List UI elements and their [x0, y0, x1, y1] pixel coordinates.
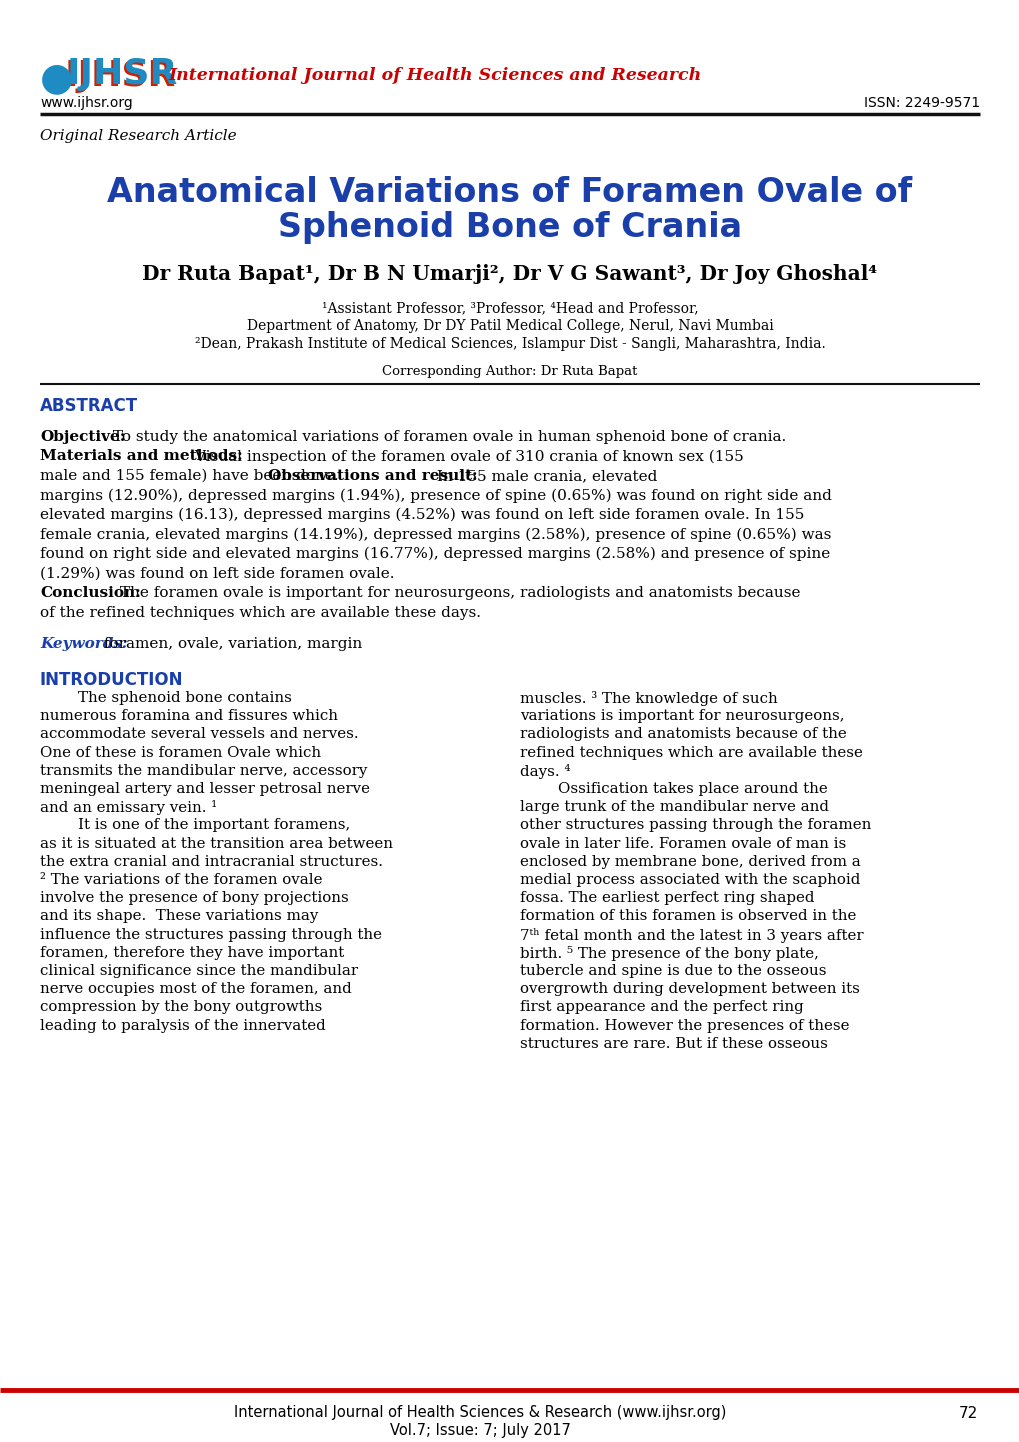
- Text: margins (12.90%), depressed margins (1.94%), presence of spine (0.65%) was found: margins (12.90%), depressed margins (1.9…: [40, 489, 832, 503]
- Text: and its shape.  These variations may: and its shape. These variations may: [40, 910, 318, 923]
- Text: the extra cranial and intracranial structures.: the extra cranial and intracranial struc…: [40, 855, 382, 868]
- Text: tubercle and spine is due to the osseous: tubercle and spine is due to the osseous: [520, 965, 825, 978]
- Text: Conclusion:: Conclusion:: [40, 585, 141, 600]
- Text: Objective:: Objective:: [40, 430, 125, 444]
- Text: To study the anatomical variations of foramen ovale in human sphenoid bone of cr: To study the anatomical variations of fo…: [108, 430, 786, 444]
- Text: as it is situated at the transition area between: as it is situated at the transition area…: [40, 836, 392, 851]
- Text: Visual inspection of the foramen ovale of 310 crania of known sex (155: Visual inspection of the foramen ovale o…: [190, 450, 743, 464]
- Text: meningeal artery and lesser petrosal nerve: meningeal artery and lesser petrosal ner…: [40, 782, 370, 796]
- Text: ovale in later life. Foramen ovale of man is: ovale in later life. Foramen ovale of ma…: [520, 836, 846, 851]
- Text: elevated margins (16.13), depressed margins (4.52%) was found on left side foram: elevated margins (16.13), depressed marg…: [40, 508, 804, 522]
- Text: INTRODUCTION: INTRODUCTION: [40, 671, 183, 689]
- Text: Dr Ruta Bapat¹, Dr B N Umarji², Dr V G Sawant³, Dr Joy Ghoshal⁴: Dr Ruta Bapat¹, Dr B N Umarji², Dr V G S…: [143, 264, 876, 284]
- Text: Ossification takes place around the: Ossification takes place around the: [520, 782, 827, 796]
- Text: IJHSR: IJHSR: [67, 58, 178, 91]
- Text: transmits the mandibular nerve, accessory: transmits the mandibular nerve, accessor…: [40, 764, 367, 777]
- Text: ² The variations of the foramen ovale: ² The variations of the foramen ovale: [40, 872, 322, 887]
- Text: enclosed by membrane bone, derived from a: enclosed by membrane bone, derived from …: [520, 855, 860, 868]
- Text: International Journal of Health Sciences & Research (www.ijhsr.org): International Journal of Health Sciences…: [233, 1406, 726, 1420]
- Text: The foramen ovale is important for neurosurgeons, radiologists and anatomists be: The foramen ovale is important for neuro…: [115, 585, 800, 600]
- Text: clinical significance since the mandibular: clinical significance since the mandibul…: [40, 965, 358, 978]
- Text: Observations and result:: Observations and result:: [268, 469, 477, 483]
- Text: ●: ●: [40, 59, 73, 97]
- Text: medial process associated with the scaphoid: medial process associated with the scaph…: [520, 872, 860, 887]
- Text: variations is important for neurosurgeons,: variations is important for neurosurgeon…: [520, 709, 844, 724]
- Text: first appearance and the perfect ring: first appearance and the perfect ring: [520, 1001, 803, 1014]
- Text: of the refined techniques which are available these days.: of the refined techniques which are avai…: [40, 606, 481, 620]
- Text: accommodate several vessels and nerves.: accommodate several vessels and nerves.: [40, 727, 359, 741]
- Text: male and 155 female) have been done.: male and 155 female) have been done.: [40, 469, 343, 483]
- Text: foramen, ovale, variation, margin: foramen, ovale, variation, margin: [99, 637, 363, 650]
- Text: leading to paralysis of the innervated: leading to paralysis of the innervated: [40, 1018, 325, 1032]
- Text: In 155 male crania, elevated: In 155 male crania, elevated: [431, 469, 656, 483]
- Text: Keywords:: Keywords:: [40, 637, 127, 650]
- Text: compression by the bony outgrowths: compression by the bony outgrowths: [40, 1001, 322, 1014]
- Text: other structures passing through the foramen: other structures passing through the for…: [520, 819, 870, 832]
- Text: The sphenoid bone contains: The sphenoid bone contains: [40, 691, 291, 705]
- Text: influence the structures passing through the: influence the structures passing through…: [40, 927, 382, 942]
- Text: overgrowth during development between its: overgrowth during development between it…: [520, 982, 859, 996]
- Text: IJHSR: IJHSR: [65, 59, 176, 92]
- Text: days. ⁴: days. ⁴: [520, 764, 570, 779]
- Text: Original Research Article: Original Research Article: [40, 128, 236, 143]
- Text: and an emissary vein. ¹: and an emissary vein. ¹: [40, 800, 217, 815]
- Text: foramen, therefore they have important: foramen, therefore they have important: [40, 946, 344, 960]
- Text: Corresponding Author: Dr Ruta Bapat: Corresponding Author: Dr Ruta Bapat: [382, 365, 637, 378]
- Text: fossa. The earliest perfect ring shaped: fossa. The earliest perfect ring shaped: [520, 891, 814, 906]
- Text: female crania, elevated margins (14.19%), depressed margins (2.58%), presence of: female crania, elevated margins (14.19%)…: [40, 528, 830, 542]
- Text: Vol.7; Issue: 7; July 2017: Vol.7; Issue: 7; July 2017: [389, 1423, 570, 1439]
- Text: One of these is foramen Ovale which: One of these is foramen Ovale which: [40, 746, 321, 760]
- Text: It is one of the important foramens,: It is one of the important foramens,: [40, 819, 350, 832]
- Text: Department of Anatomy, Dr DY Patil Medical College, Nerul, Navi Mumbai: Department of Anatomy, Dr DY Patil Medic…: [247, 319, 772, 333]
- Text: found on right side and elevated margins (16.77%), depressed margins (2.58%) and: found on right side and elevated margins…: [40, 547, 829, 561]
- Text: numerous foramina and fissures which: numerous foramina and fissures which: [40, 709, 337, 724]
- Text: nerve occupies most of the foramen, and: nerve occupies most of the foramen, and: [40, 982, 352, 996]
- Text: ABSTRACT: ABSTRACT: [40, 397, 138, 415]
- Text: large trunk of the mandibular nerve and: large trunk of the mandibular nerve and: [520, 800, 828, 815]
- Text: refined techniques which are available these: refined techniques which are available t…: [520, 746, 862, 760]
- Text: Sphenoid Bone of Crania: Sphenoid Bone of Crania: [277, 212, 742, 245]
- Text: radiologists and anatomists because of the: radiologists and anatomists because of t…: [520, 727, 846, 741]
- Text: ¹Assistant Professor, ³Professor, ⁴Head and Professor,: ¹Assistant Professor, ³Professor, ⁴Head …: [321, 301, 698, 314]
- Text: www.ijhsr.org: www.ijhsr.org: [40, 97, 132, 110]
- Text: ISSN: 2249-9571: ISSN: 2249-9571: [863, 97, 979, 110]
- Text: birth. ⁵ The presence of the bony plate,: birth. ⁵ The presence of the bony plate,: [520, 946, 818, 960]
- Text: Materials and methods:: Materials and methods:: [40, 450, 243, 463]
- Text: 72: 72: [958, 1406, 977, 1420]
- Text: muscles. ³ The knowledge of such: muscles. ³ The knowledge of such: [520, 691, 777, 707]
- Text: formation. However the presences of these: formation. However the presences of thes…: [520, 1018, 849, 1032]
- Text: structures are rare. But if these osseous: structures are rare. But if these osseou…: [520, 1037, 827, 1051]
- Text: International Journal of Health Sciences and Research: International Journal of Health Sciences…: [168, 68, 701, 85]
- Text: 7ᵗʰ fetal month and the latest in 3 years after: 7ᵗʰ fetal month and the latest in 3 year…: [520, 927, 863, 943]
- Text: ²Dean, Prakash Institute of Medical Sciences, Islampur Dist - Sangli, Maharashtr: ²Dean, Prakash Institute of Medical Scie…: [195, 337, 824, 350]
- Text: involve the presence of bony projections: involve the presence of bony projections: [40, 891, 348, 906]
- Text: Anatomical Variations of Foramen Ovale of: Anatomical Variations of Foramen Ovale o…: [107, 176, 912, 209]
- Text: formation of this foramen is observed in the: formation of this foramen is observed in…: [520, 910, 856, 923]
- Text: (1.29%) was found on left side foramen ovale.: (1.29%) was found on left side foramen o…: [40, 567, 394, 581]
